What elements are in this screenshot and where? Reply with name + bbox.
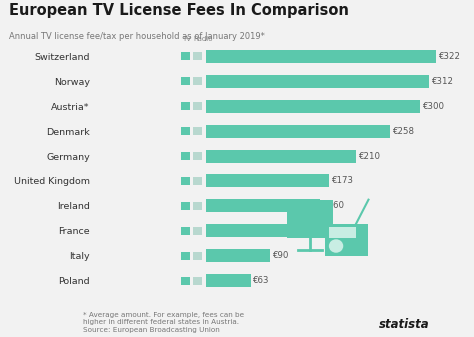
Text: €90: €90 [272,251,288,260]
Bar [192,227,202,235]
Bar [181,77,190,85]
Bar [206,150,356,162]
Bar [192,152,202,160]
Text: €258: €258 [392,127,414,135]
Bar [325,224,368,256]
Text: €63: €63 [253,276,269,285]
Bar [181,177,190,185]
Text: TV: TV [182,36,191,42]
Text: €300: €300 [422,102,444,111]
Bar [206,224,305,237]
Bar [192,277,202,285]
Bar [286,200,333,238]
Text: €160: €160 [322,202,344,210]
Bar [206,274,251,287]
Bar [181,152,190,160]
Text: * Average amount. For example, fees can be: * Average amount. For example, fees can … [83,312,244,318]
Bar [181,127,190,135]
Bar [192,52,202,60]
Bar [206,50,436,63]
Text: Radio: Radio [193,36,213,42]
Text: €312: €312 [431,77,453,86]
Bar [181,202,190,210]
Bar [181,52,190,60]
Text: Source: European Broadcasting Union: Source: European Broadcasting Union [83,327,220,333]
Text: Annual TV license fee/tax per household as of January 2019*: Annual TV license fee/tax per household … [9,32,265,41]
Text: €210: €210 [358,152,380,160]
Bar [206,125,390,137]
Bar [192,102,202,110]
Bar [181,102,190,110]
Bar [192,177,202,185]
Bar [181,277,190,285]
Bar [329,227,356,238]
Bar [192,127,202,135]
Bar [192,77,202,85]
Bar [206,175,329,187]
Bar [206,249,270,262]
Circle shape [329,239,343,253]
Bar [206,75,429,88]
Text: statista: statista [379,318,430,331]
Bar [206,100,420,113]
Bar [192,252,202,260]
Text: €173: €173 [331,177,353,185]
Bar [181,252,190,260]
Bar [192,202,202,210]
Text: higher in different federal states in Austria.: higher in different federal states in Au… [83,319,239,326]
Text: €139: €139 [307,226,329,235]
Bar [206,200,320,212]
Text: €322: €322 [438,52,460,61]
Bar [181,227,190,235]
Text: European TV License Fees In Comparison: European TV License Fees In Comparison [9,3,349,19]
